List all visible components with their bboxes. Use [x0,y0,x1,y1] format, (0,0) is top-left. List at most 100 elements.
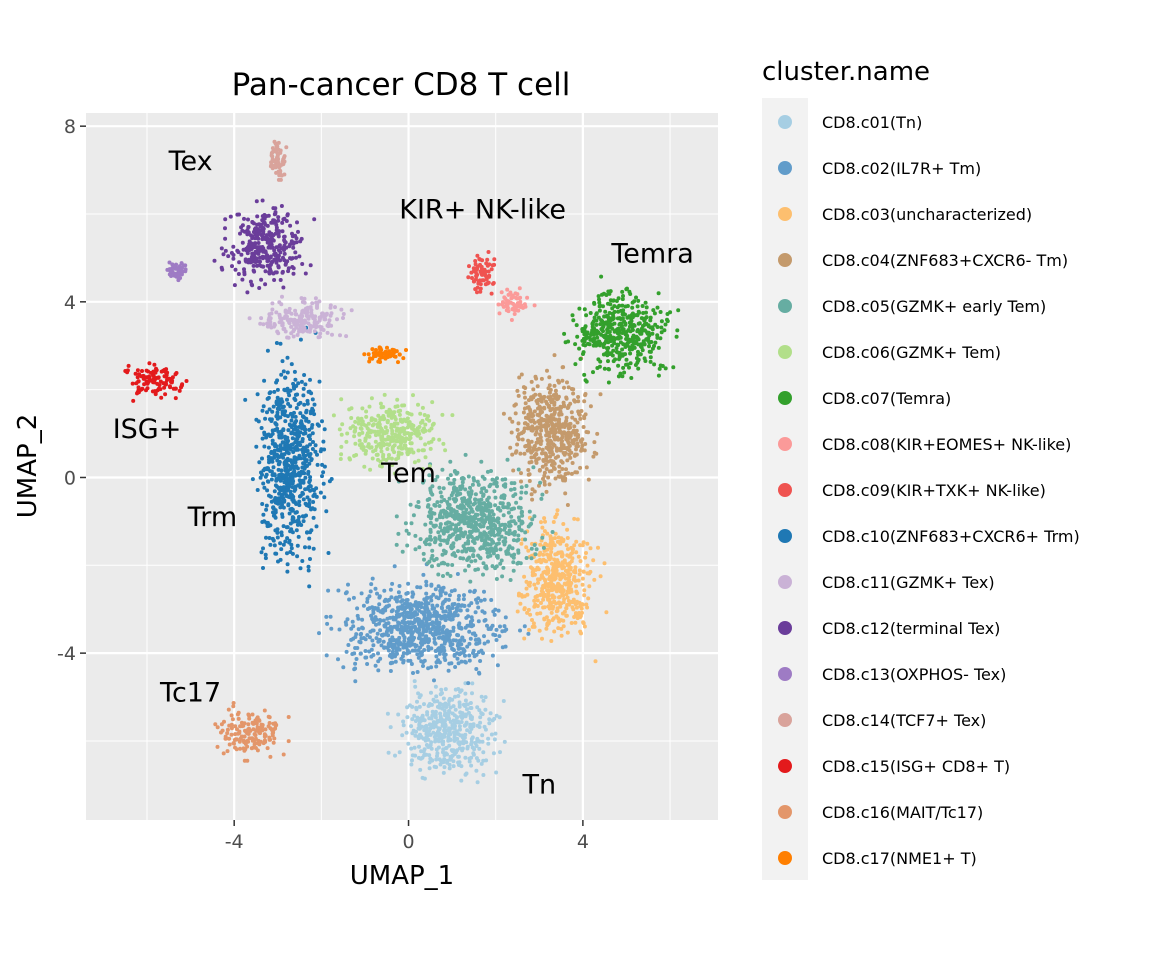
data-point [301,461,306,466]
data-point [515,301,520,306]
data-point [566,441,571,445]
data-point [485,469,490,474]
data-point [538,442,543,446]
data-point [420,467,425,471]
data-point [377,594,382,599]
data-point [591,343,596,348]
data-point [290,497,295,502]
data-point [293,308,298,313]
data-point [439,494,444,499]
data-point [280,514,285,519]
data-point [302,321,307,325]
data-point [424,729,429,734]
data-point [540,492,545,497]
data-point [289,546,294,551]
data-point [360,626,365,631]
data-point [550,423,555,428]
data-point [269,417,274,422]
data-point [261,404,266,409]
data-point [506,510,511,515]
data-point [301,497,306,502]
data-point [288,489,293,494]
data-point [488,553,493,558]
data-point [286,401,291,406]
data-point [411,513,416,518]
data-point [304,459,309,464]
data-point [515,427,520,432]
data-point [455,504,460,509]
data-point [485,257,490,262]
data-point [291,271,296,276]
data-point [489,532,494,537]
data-point [425,417,429,421]
data-point [503,539,508,544]
data-point [333,305,337,310]
data-point [610,326,615,331]
data-point [292,469,297,474]
data-point [605,315,610,319]
data-point [456,694,461,698]
data-point [461,647,466,652]
data-point [482,589,486,594]
data-point [298,319,303,324]
data-point [457,746,462,751]
data-point [484,277,489,282]
data-point [308,437,312,442]
data-point [295,322,300,327]
plot-background [86,113,718,820]
data-point [460,549,465,554]
data-point [413,533,418,538]
data-point [373,615,378,620]
data-point [443,687,448,692]
data-point [595,366,600,370]
data-point [540,464,545,469]
data-point [398,417,403,422]
data-point [663,366,668,371]
data-point [540,525,545,530]
data-point [441,696,446,701]
data-point [546,403,551,408]
data-point [357,431,362,436]
data-point [267,407,272,412]
data-point [478,286,483,291]
data-point [387,597,392,602]
data-point [432,640,437,645]
data-point [311,515,316,520]
data-point [243,397,248,402]
data-point [535,384,540,389]
data-point [314,494,319,499]
data-point [394,649,399,654]
data-point [543,519,547,524]
data-point [497,634,502,639]
data-point [478,262,482,267]
data-point [492,489,497,494]
data-point [583,555,588,560]
data-point [491,516,496,521]
data-point [538,432,542,437]
data-point [305,448,310,453]
data-point [232,283,237,288]
data-point [463,531,467,536]
data-point [585,563,590,568]
data-point [562,385,566,390]
data-point [350,619,355,624]
data-point [531,570,536,575]
data-point [625,343,630,348]
data-point [297,515,301,519]
data-point [593,659,598,664]
data-point [431,730,436,735]
data-point [448,459,453,464]
data-point [652,362,657,367]
data-point [444,514,449,519]
data-point [458,487,463,492]
data-point [286,443,291,448]
data-point [560,566,565,571]
data-point [364,414,369,419]
data-point [271,404,276,409]
data-point [357,639,362,644]
data-point [303,308,308,313]
data-point [296,534,301,539]
data-point [405,410,410,415]
data-point [585,330,590,335]
data-point [483,618,488,622]
